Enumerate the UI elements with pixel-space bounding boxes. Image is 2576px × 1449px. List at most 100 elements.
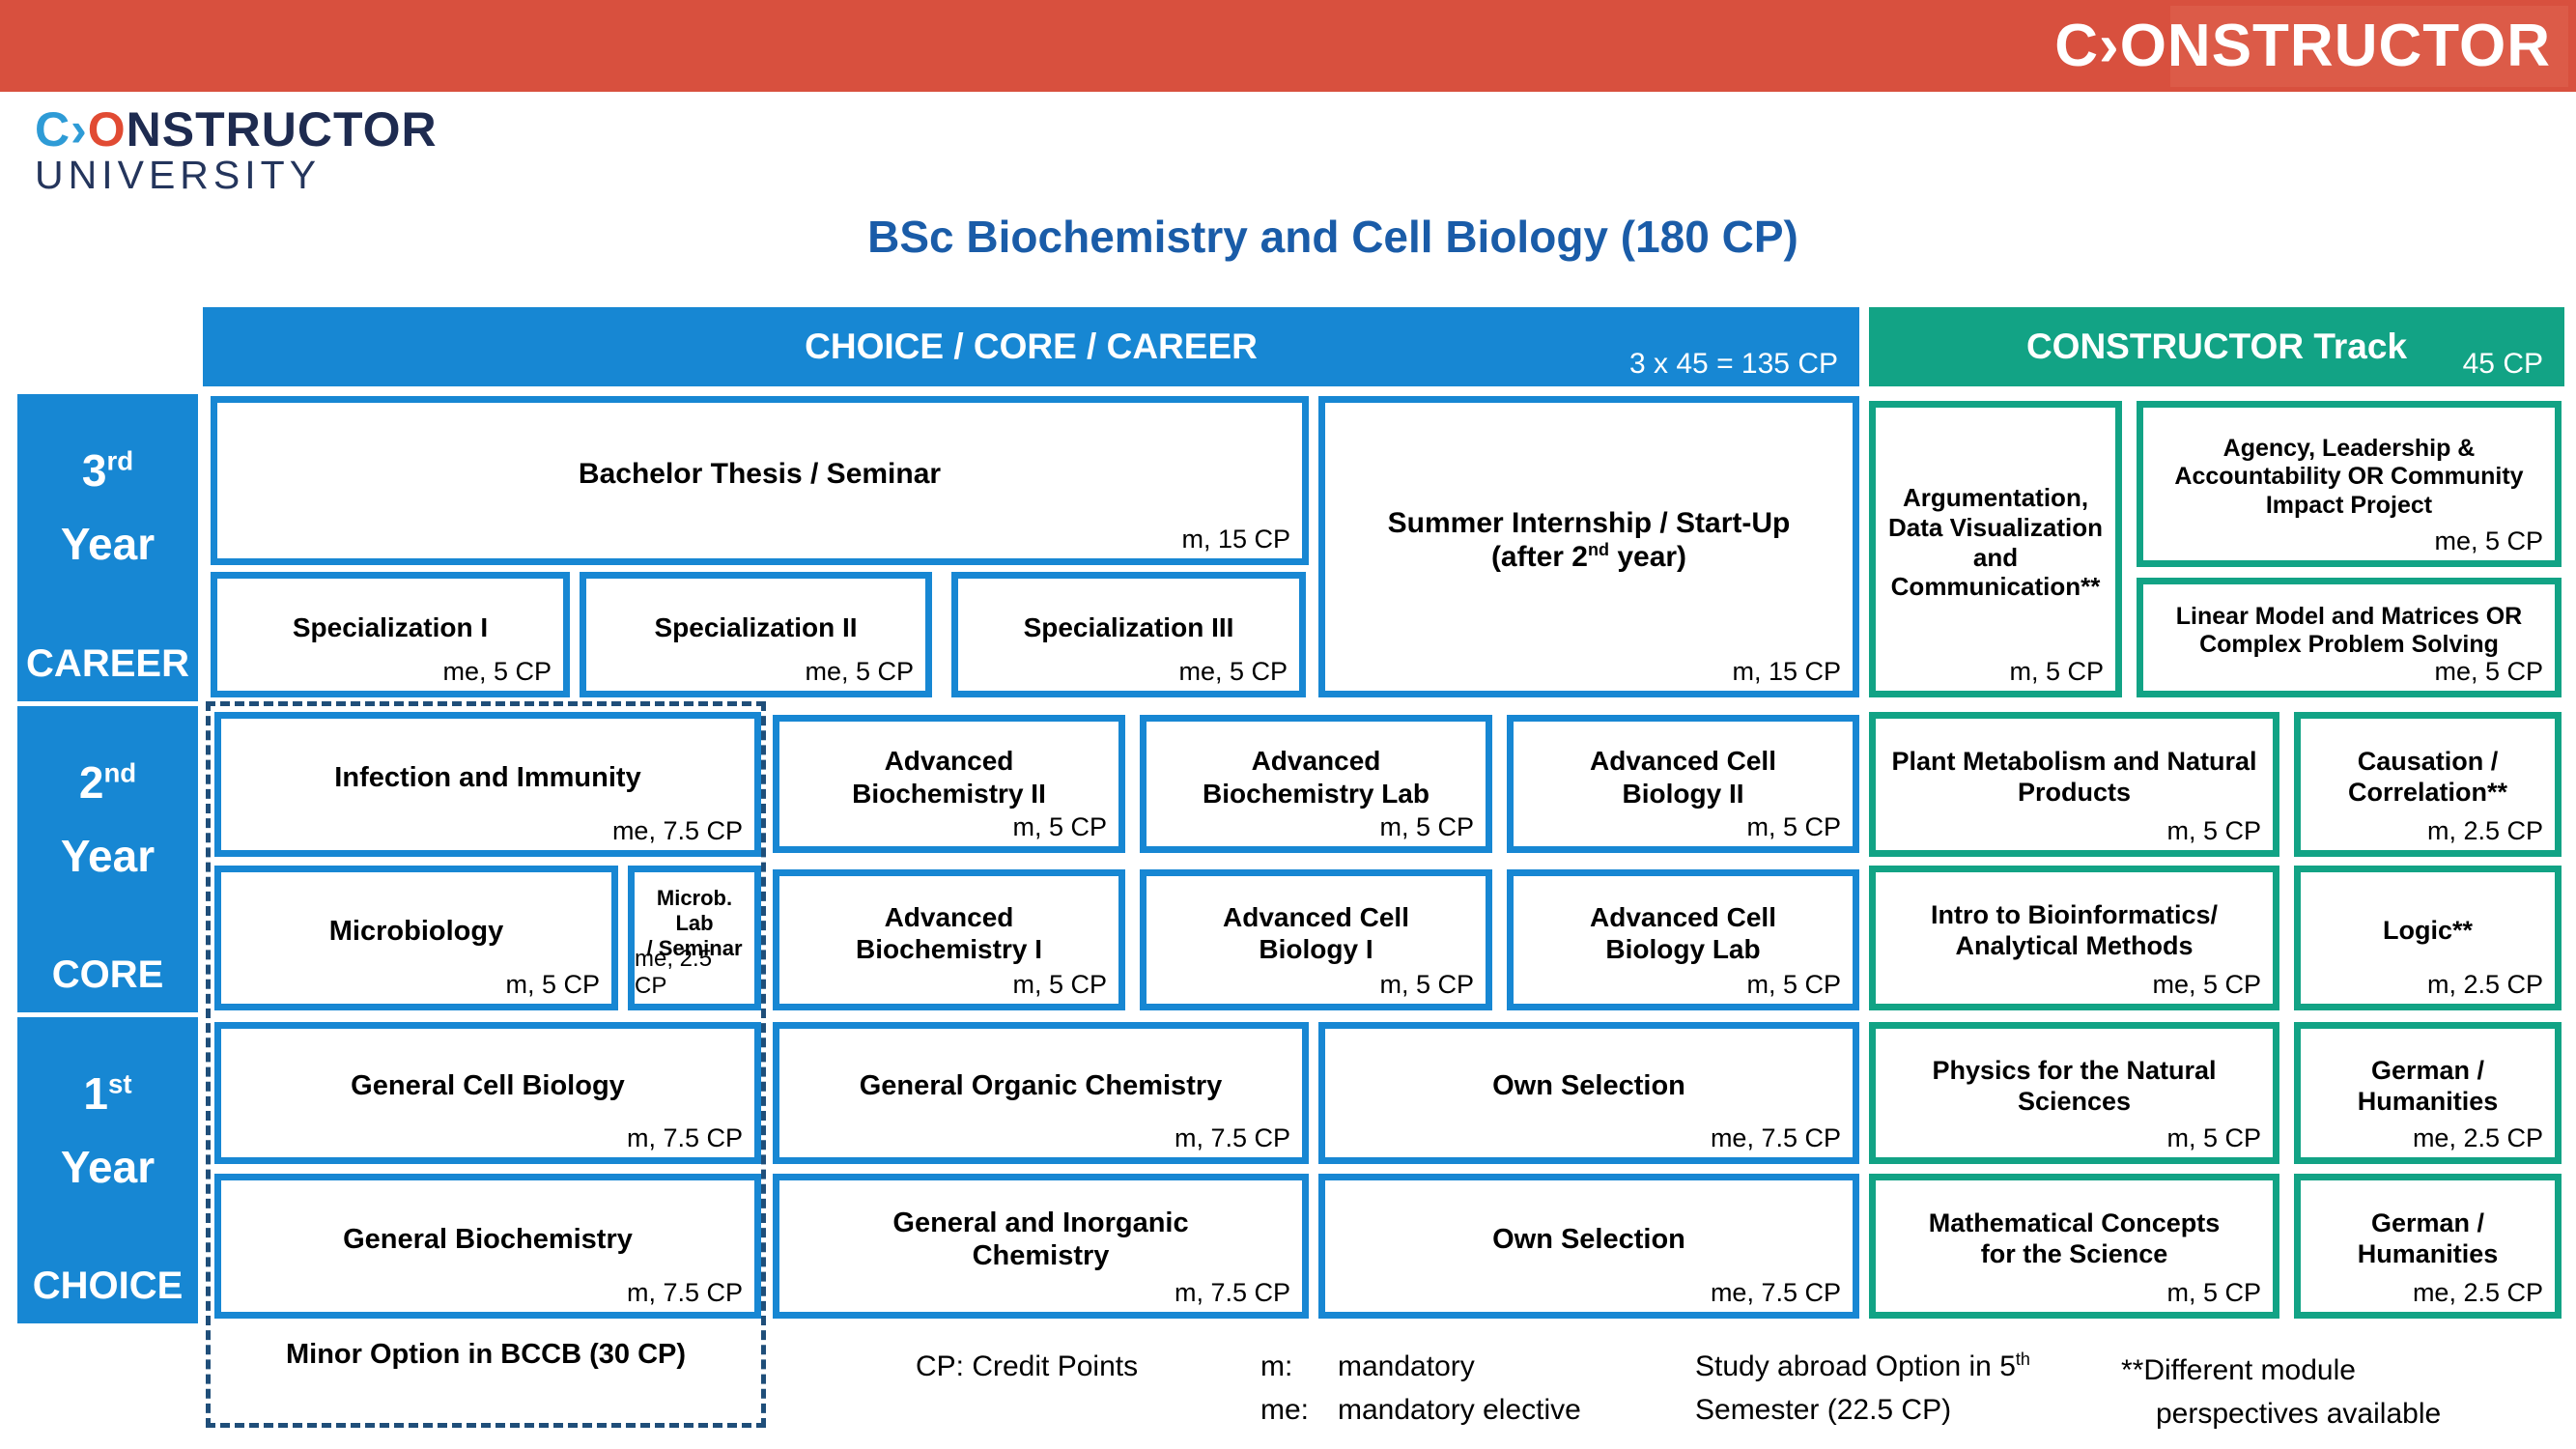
- logo-university: UNIVERSITY: [35, 153, 322, 197]
- legend-double-star: **Different module perspectives availabl…: [2121, 1349, 2441, 1435]
- module-title: Plant Metabolism and Natural Products: [1891, 747, 2257, 807]
- module-credits: m, 7.5 CP: [626, 1123, 743, 1152]
- legend-study-abroad: Study abroad Option in 5th Semester (22.…: [1695, 1345, 2030, 1432]
- module-credits: m, 15 CP: [1732, 657, 1841, 686]
- module-intro-bioinformatics: Intro to Bioinformatics/ Analytical Meth…: [1869, 866, 2279, 1010]
- module-general-inorganic-chemistry: General and Inorganic Chemistry m, 7.5 CP: [773, 1174, 1309, 1319]
- year-track-label: CHOICE: [32, 1264, 184, 1307]
- module-infection-immunity: Infection and Immunity me, 7.5 CP: [214, 712, 761, 857]
- module-credits: m, 5 CP: [1012, 812, 1107, 841]
- legend-abroad-line2: Semester (22.5 CP): [1695, 1394, 1952, 1426]
- logo-o: O: [87, 102, 127, 156]
- module-credits: m, 5 CP: [1012, 970, 1107, 999]
- year-track-label: CORE: [51, 953, 164, 996]
- minor-option-dashed-outline: [206, 701, 766, 1428]
- module-title: Linear Model and Matrices OR Complex Pro…: [2175, 602, 2523, 659]
- module-advanced-cell-biology-2: Advanced Cell Biology II m, 5 CP: [1507, 715, 1859, 853]
- module-credits: me, 5 CP: [2434, 657, 2543, 686]
- module-specialization-3: Specialization III me, 5 CP: [951, 572, 1306, 697]
- module-specialization-1: Specialization I me, 5 CP: [211, 572, 570, 697]
- logo-wordmark: C›ONSTRUCTOR: [35, 104, 438, 155]
- module-title: Advanced Biochemistry II: [852, 746, 1046, 809]
- legend-abroad-line1: Study abroad Option in 5th: [1695, 1350, 2030, 1382]
- module-title: Infection and Immunity: [334, 761, 641, 793]
- module-title: Intro to Bioinformatics/ Analytical Meth…: [1931, 900, 2218, 960]
- legend-m-row: m: mandatory: [1260, 1350, 1475, 1382]
- sidebar-year-2: 2nd Year CORE: [17, 706, 198, 1012]
- year-track-label: CAREER: [26, 642, 189, 685]
- module-title: Specialization I: [292, 612, 489, 643]
- sidebar-year-1: 1st Year CHOICE: [17, 1017, 198, 1323]
- legend-mandatory: m: mandatory me: mandatory elective: [1260, 1345, 1581, 1432]
- module-title: German / Humanities: [2357, 1208, 2499, 1268]
- module-agency-leadership: Agency, Leadership & Accountability OR C…: [2137, 401, 2562, 567]
- module-credits: me, 7.5 CP: [1710, 1123, 1841, 1152]
- brand-rest: ONSTRUCTOR: [2119, 13, 2551, 79]
- year-word: Year: [60, 519, 156, 570]
- module-title: Summer Internship / Start-Up (after 2nd …: [1387, 506, 1791, 573]
- module-title: Advanced Cell Biology II: [1590, 746, 1776, 809]
- module-credits: m, 5 CP: [2009, 657, 2104, 686]
- module-specialization-2: Specialization II me, 5 CP: [580, 572, 932, 697]
- page-title: BSc Biochemistry and Cell Biology (180 C…: [867, 212, 1798, 262]
- logo-c: C: [35, 102, 71, 156]
- module-credits: me, 7.5 CP: [1710, 1278, 1841, 1307]
- module-advanced-biochemistry-1: Advanced Biochemistry I m, 5 CP: [773, 869, 1125, 1010]
- module-credits: me, 5 CP: [805, 657, 914, 686]
- module-title: General and Inorganic Chemistry: [892, 1207, 1189, 1271]
- logo-rest: NSTRUCTOR: [126, 102, 438, 156]
- module-physics-natural-sciences: Physics for the Natural Sciences m, 5 CP: [1869, 1022, 2279, 1164]
- module-title: Argumentation, Data Visualization and Co…: [1887, 483, 2104, 602]
- module-german-humanities-1: German / Humanities me, 2.5 CP: [2294, 1022, 2562, 1164]
- module-title: Advanced Biochemistry Lab: [1203, 746, 1430, 809]
- band-choice-core-career: CHOICE / CORE / CAREER 3 x 45 = 135 CP: [203, 307, 1859, 386]
- module-credits: m, 7.5 CP: [1174, 1123, 1290, 1152]
- module-credits: me, 5 CP: [442, 657, 552, 686]
- module-general-biochemistry: General Biochemistry m, 7.5 CP: [214, 1174, 761, 1319]
- module-summer-internship: Summer Internship / Start-Up (after 2nd …: [1318, 396, 1859, 697]
- minor-option-label: Minor Option in BCCB (30 CP): [285, 1339, 687, 1370]
- brand-backdrop: [2170, 6, 2568, 87]
- module-credits: me, 7.5 CP: [611, 816, 743, 845]
- module-title: Own Selection: [1492, 1223, 1685, 1255]
- module-argumentation: Argumentation, Data Visualization and Co…: [1869, 401, 2122, 697]
- module-credits: m, 7.5 CP: [1174, 1278, 1290, 1307]
- module-title: Microbiology: [328, 915, 504, 947]
- legend-star-line1: **Different module: [2121, 1354, 2356, 1386]
- module-credits: m, 2.5 CP: [2426, 816, 2543, 845]
- module-credits: me, 2.5 CP: [635, 946, 713, 999]
- module-credits: m, 5 CP: [1379, 970, 1474, 999]
- year-word: Year: [60, 1142, 156, 1193]
- module-title: Bachelor Thesis / Seminar: [578, 457, 942, 490]
- top-red-bar: C › ONSTRUCTOR: [0, 0, 2576, 92]
- module-credits: m, 7.5 CP: [626, 1278, 743, 1307]
- module-advanced-biochemistry-lab: Advanced Biochemistry Lab m, 5 CP: [1140, 715, 1492, 853]
- module-title: General Biochemistry: [343, 1223, 633, 1255]
- module-credits: me, 2.5 CP: [2412, 1278, 2543, 1307]
- module-causation-correlation: Causation / Correlation** m, 2.5 CP: [2294, 712, 2562, 857]
- module-title: Causation / Correlation**: [2347, 747, 2508, 807]
- module-microbiology: Microbiology m, 5 CP: [214, 866, 618, 1010]
- module-general-organic-chemistry: General Organic Chemistry m, 7.5 CP: [773, 1022, 1309, 1164]
- module-credits: m, 5 CP: [1379, 812, 1474, 841]
- module-credits: me, 5 CP: [2152, 970, 2261, 999]
- module-title: Physics for the Natural Sciences: [1932, 1055, 2217, 1116]
- year-word: Year: [60, 831, 156, 882]
- module-title: Microb. Lab / Seminar: [646, 886, 743, 960]
- module-credits: m, 5 CP: [1746, 970, 1841, 999]
- module-microb-lab-seminar: Microb. Lab / Seminar me, 2.5 CP: [628, 866, 761, 1010]
- module-german-humanities-2: German / Humanities me, 2.5 CP: [2294, 1174, 2562, 1319]
- legend-me-row: me: mandatory elective: [1260, 1394, 1581, 1426]
- module-own-selection-2: Own Selection me, 7.5 CP: [1318, 1174, 1859, 1319]
- legend-cp: CP: Credit Points: [916, 1350, 1139, 1382]
- module-title: Advanced Biochemistry I: [856, 901, 1042, 964]
- module-credits: m, 5 CP: [2166, 1123, 2261, 1152]
- logo-chevron-icon: ›: [71, 102, 88, 156]
- module-plant-metabolism: Plant Metabolism and Natural Products m,…: [1869, 712, 2279, 857]
- module-general-cell-biology: General Cell Biology m, 7.5 CP: [214, 1022, 761, 1164]
- band-right-label: CONSTRUCTOR Track: [2025, 327, 2408, 366]
- year-number: 2nd: [78, 757, 137, 809]
- constructor-brand-logo: C › ONSTRUCTOR: [2054, 0, 2551, 92]
- sidebar-year-3: 3rd Year CAREER: [17, 394, 198, 701]
- module-credits: me, 5 CP: [1178, 657, 1288, 686]
